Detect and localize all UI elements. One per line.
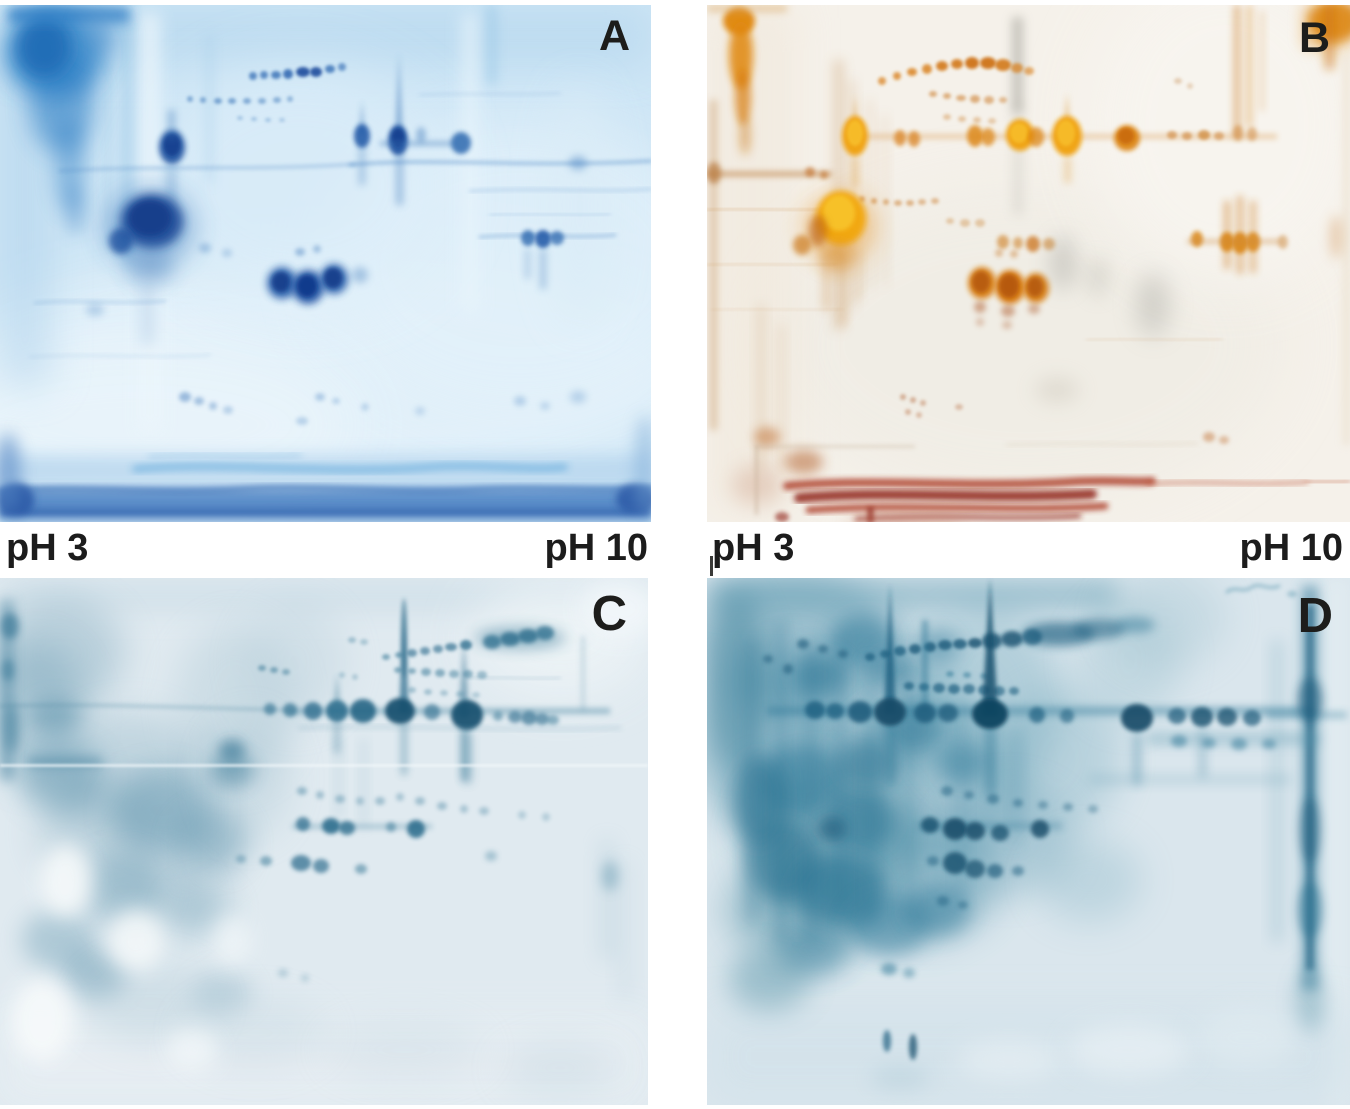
gel-image-d <box>707 578 1350 1105</box>
gel-edge-tick <box>710 556 713 576</box>
gel-panel-b: B <box>707 5 1350 522</box>
gel-image-c <box>0 578 648 1105</box>
ph10-label-panel-a: pH 10 <box>544 527 648 569</box>
ph3-label-panel-a: pH 3 <box>6 527 89 569</box>
panel-label-d: D <box>1297 589 1333 643</box>
gel-panel-a: A <box>0 5 651 522</box>
gel-panel-c: C <box>0 578 648 1105</box>
panel-label-c: C <box>591 587 627 641</box>
gel-image-a <box>0 5 651 522</box>
gel-image-b <box>707 5 1350 522</box>
gel-panel-d: D <box>707 578 1350 1105</box>
ph3-label-panel-b: pH 3 <box>712 527 795 569</box>
ph10-label-panel-b: pH 10 <box>1239 527 1343 569</box>
panel-label-b: B <box>1298 14 1330 62</box>
panel-label-a: A <box>598 12 630 60</box>
